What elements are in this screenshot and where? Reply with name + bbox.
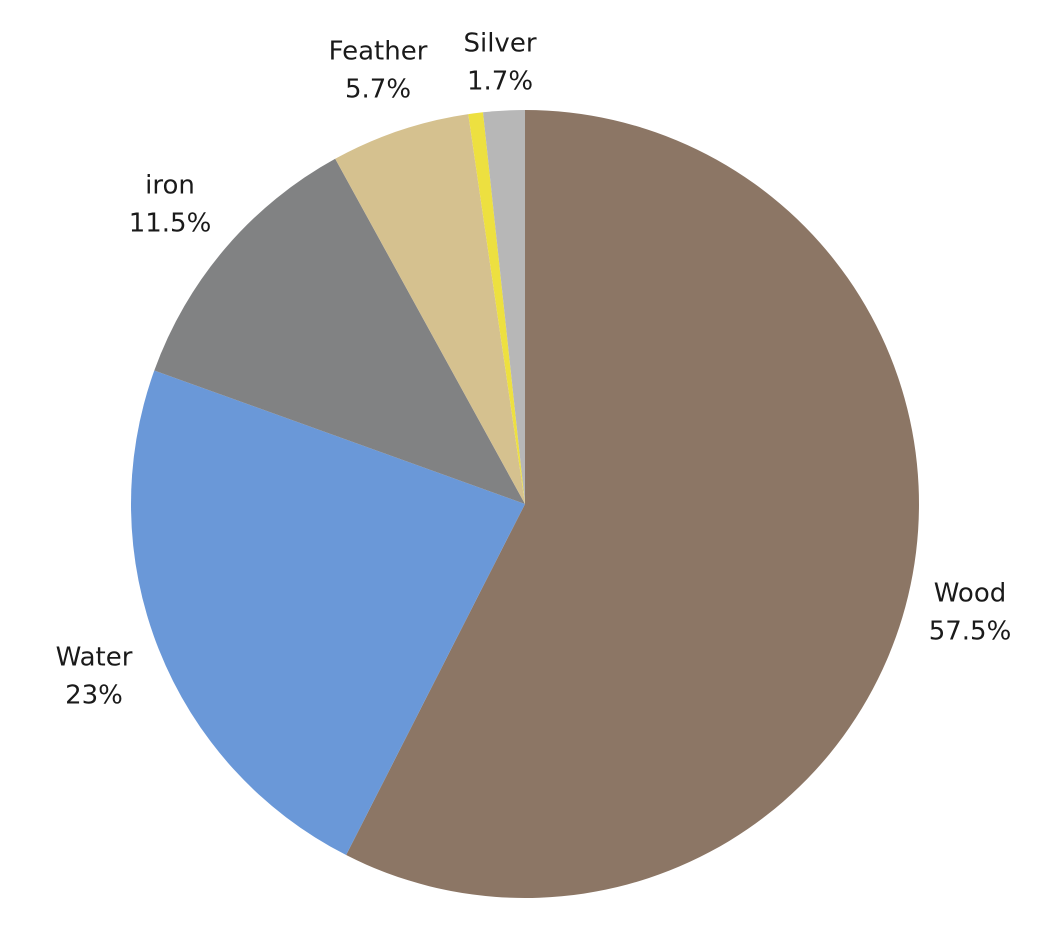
slice-name-feather: Feather [329,37,428,67]
slice-percent-water: 23% [65,681,123,711]
pie-slice-unlabeled [468,112,525,504]
pie-slice-wood [346,110,919,899]
slice-name-silver: Silver [463,29,536,59]
slices-layer [130,110,919,899]
slice-percent-feather: 5.7% [345,75,411,105]
pie-slice-water [130,370,525,856]
slice-percent-iron: 11.5% [129,209,212,239]
pie-slice-silver [483,110,525,504]
slice-name-wood: Wood [934,579,1007,609]
labels-layer: Wood 57.5% Water 23% iron 11.5% Feather 5.7% Sil… [56,29,1012,711]
slice-percent-wood: 57.5% [929,617,1012,647]
pie-slice-iron [154,158,526,505]
slice-name-water: Water [56,643,133,673]
slice-percent-silver: 1.7% [467,67,533,97]
slice-name-iron: iron [145,171,195,201]
pie-slice-feather [335,114,525,505]
